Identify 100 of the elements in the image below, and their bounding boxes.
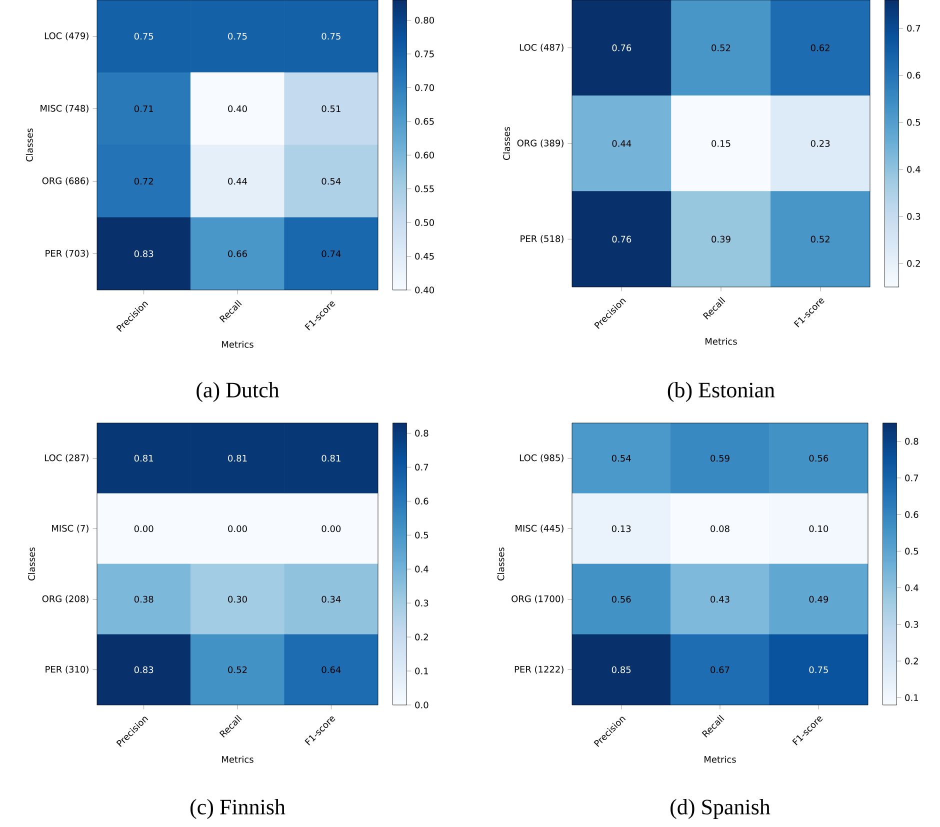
color-bar-label: 0.55 [415,185,434,192]
color-bar-label: 0.2 [415,634,428,640]
color-bar-label: 0.70 [415,84,434,92]
color-bar-label: 0.2 [905,658,918,664]
data-label: 0.64 [322,666,341,674]
y-tick-label: LOC (287) [44,454,88,462]
color-bar-label: 0.1 [415,668,428,674]
data-label: 0.75 [322,32,340,40]
y-tick-label: MISC (748) [40,104,88,113]
y-tick-label: LOC (487) [520,44,564,52]
y-tick-label: ORG (1700) [512,595,564,604]
color-bar-label: 0.8 [415,430,428,437]
data-label: 0.54 [612,454,631,462]
y-tick-label: PER (310) [46,666,88,674]
color-bar-label: 0.5 [415,532,428,539]
y-axis-title: Classes [497,547,504,580]
color-bar-label: 0.8 [905,438,918,445]
y-tick-label: PER (1222) [514,666,564,674]
text: (b) Estonian [668,382,775,402]
data-label: 0.00 [134,525,154,532]
text: (a) Dutch [196,382,280,402]
color-bar-label: 0.2 [907,260,920,267]
color-bar-label: 0.5 [907,118,920,126]
data-label: 0.81 [134,454,154,462]
data-label: 0.52 [810,236,830,243]
y-tick-label: PER (518) [520,235,564,244]
y-axis-title: Classes [503,126,510,160]
data-label: 0.66 [228,250,247,258]
color-bar-label: 0.60 [415,152,434,159]
data-label: 0.00 [228,525,247,532]
x-axis-title: Metrics [222,756,254,763]
color-bar-label: 0.50 [415,219,434,226]
data-label: 0.83 [134,250,154,258]
data-label: 0.62 [810,44,830,52]
x-axis-title: Metrics [222,340,254,348]
data-label: 0.54 [322,178,341,185]
data-label: 0.56 [612,596,631,603]
y-axis-title: Classes [26,128,33,162]
color-bar-label: 0.45 [415,252,434,260]
data-label: 0.83 [134,666,154,674]
color-bar-label: 0.40 [415,286,434,294]
data-label: 0.52 [712,44,730,52]
y-tick-label: MISC (7) [52,524,88,533]
data-label: 0.15 [712,140,730,147]
color-bar-label: 0.75 [415,50,434,58]
color-bar-label: 0.6 [907,72,920,79]
color-bar-label: 0.6 [905,511,918,518]
data-label: 0.76 [612,236,632,243]
y-tick-label: LOC (985) [520,454,564,462]
data-label: 0.23 [810,140,830,147]
data-label: 0.56 [809,454,828,462]
x-axis-title: Metrics [704,756,736,763]
data-label: 0.10 [809,525,828,532]
data-label: 0.52 [228,666,247,674]
data-label: 0.49 [809,596,828,603]
data-label: 0.34 [322,596,341,603]
color-bar-label: 0.7 [907,24,920,32]
data-label: 0.08 [710,525,730,532]
data-label: 0.81 [228,454,247,462]
color-bar-label: 0.3 [905,621,918,628]
data-label: 0.44 [612,140,632,147]
y-tick-label: LOC (479) [44,32,88,40]
color-bar-label: 0.3 [415,600,428,606]
color-bar-label: 0.65 [415,118,434,125]
data-label: 0.30 [228,596,247,603]
color-bar-label: 0.5 [905,548,918,555]
data-label: 0.39 [712,236,730,243]
color-bar-label: 0.80 [415,16,434,24]
data-label: 0.85 [612,666,631,674]
y-tick-label: MISC (445) [516,524,564,533]
y-tick-label: ORG (208) [42,595,88,604]
data-label: 0.67 [710,666,730,674]
color-bar-label: 0.4 [415,566,428,572]
data-label: 0.71 [134,105,154,112]
data-label: 0.38 [134,596,154,603]
y-axis-title: Classes [28,547,35,580]
data-label: 0.74 [322,250,341,258]
color-bar-label: 0.4 [905,584,918,592]
color-bar-label: 0.0 [415,702,428,708]
data-label: 0.44 [228,178,248,185]
y-tick-label: PER (703) [46,250,88,258]
data-label: 0.13 [612,525,631,532]
data-label: 0.40 [228,105,247,112]
data-label: 0.76 [612,44,632,52]
data-label: 0.75 [809,666,828,674]
data-label: 0.43 [710,596,730,603]
color-bar-label: 0.1 [905,694,918,702]
color-bar-label: 0.3 [907,213,920,220]
color-bar-label: 0.7 [415,464,428,471]
data-label: 0.81 [322,454,340,462]
data-label: 0.59 [710,454,730,462]
y-tick-label: ORG (389) [517,139,564,148]
text: (c) Finnish [190,799,286,819]
y-tick-label: ORG (686) [42,177,88,186]
data-label: 0.00 [322,525,341,532]
x-axis-title: Metrics [706,338,737,345]
color-bar-label: 0.7 [905,474,918,482]
data-label: 0.51 [322,105,340,112]
color-bar-label: 0.4 [907,166,920,173]
color-bar-label: 0.6 [415,498,428,505]
